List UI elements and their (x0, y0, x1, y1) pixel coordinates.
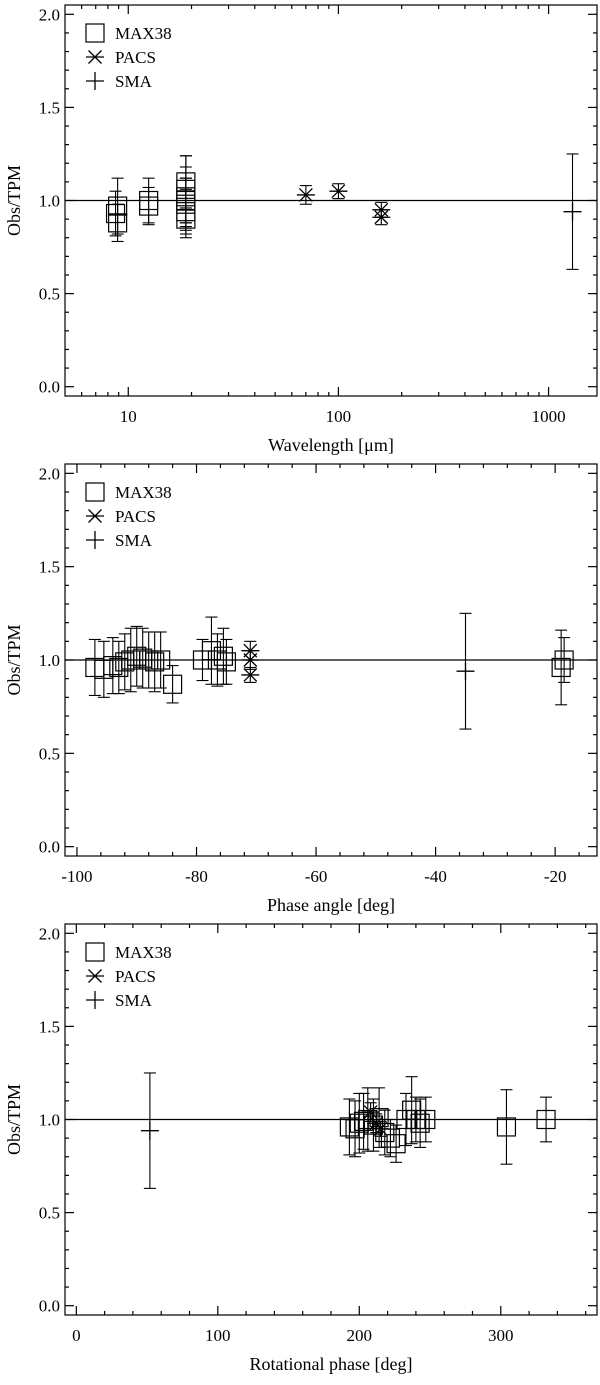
y-axis-label: Obs/TPM (4, 165, 24, 236)
x-tick-label: 100 (326, 407, 352, 426)
x-axis-label: Wavelength [μm] (268, 435, 394, 455)
y-tick-label: 0.0 (39, 378, 60, 397)
data-point-max38 (363, 1115, 384, 1135)
series-max38 (105, 155, 196, 243)
series-pacs (296, 183, 391, 226)
data-point-max38 (139, 650, 159, 670)
data-point-max38 (551, 657, 571, 678)
data-point-max38 (139, 190, 159, 211)
series-max38 (85, 616, 574, 706)
legend-marker-pacs (86, 969, 104, 983)
x-tick-label: -20 (544, 867, 567, 886)
data-point-max38 (216, 652, 236, 672)
data-point-max38 (162, 674, 183, 694)
legend-label-max38: MAX38 (115, 24, 172, 43)
y-tick-label: 2.0 (39, 464, 60, 483)
y-tick-label: 0.0 (39, 838, 60, 857)
data-point-max38 (213, 646, 234, 666)
legend: MAX38 PACS SMA (85, 23, 172, 91)
data-point-max38 (380, 1128, 401, 1148)
x-tick-label: -80 (185, 867, 208, 886)
series-pacs (361, 1102, 390, 1137)
series-sma (456, 612, 475, 730)
x-tick-label: 1000 (532, 407, 566, 426)
y-tick-label: 1.0 (39, 192, 60, 211)
data-point-max38 (406, 1109, 426, 1130)
y-tick-label: 1.5 (39, 558, 60, 577)
legend-label-max38: MAX38 (115, 943, 172, 962)
data-point-max38 (105, 203, 126, 224)
x-tick-label: 10 (120, 407, 137, 426)
data-point-max38 (554, 650, 574, 670)
y-tick-label: 1.5 (39, 98, 60, 117)
legend: MAX38 PACS SMA (85, 942, 172, 1010)
series-sma (563, 153, 582, 270)
legend-label-sma: SMA (115, 531, 153, 550)
legend-label-pacs: PACS (115, 967, 156, 986)
series-sma (140, 1072, 159, 1189)
data-point-sma (456, 662, 475, 681)
data-point-max38 (410, 1113, 430, 1133)
chart-panel-2: 0.0 0.5 1.0 1.5 2.0 -100 -80 -60 -40 -20 Phase ang… (4, 463, 598, 915)
data-point-max38 (108, 196, 128, 216)
data-point-pacs (329, 184, 348, 199)
y-axis-label: Obs/TPM (4, 1084, 24, 1155)
y-tick-label: 0.5 (39, 744, 60, 763)
data-point-max38 (386, 1134, 406, 1154)
chart-panel-3: 0.0 0.5 1.0 1.5 2.0 0 100 200 300 Rotational phas… (4, 923, 598, 1374)
data-point-max38 (176, 190, 196, 211)
data-point-max38 (151, 650, 171, 670)
data-point-pacs (361, 1105, 380, 1120)
series-pacs (241, 640, 260, 683)
chart-panel-1: 0.0 0.5 1.0 1.5 2.0 10 100 1000 Wavelength [μm] O… (4, 4, 598, 455)
x-axis-label: Rotational phase [deg] (250, 1354, 413, 1374)
data-point-pacs (371, 1121, 390, 1136)
data-point-pacs (241, 653, 260, 667)
legend-label-sma: SMA (115, 991, 153, 1010)
x-tick-label: 200 (347, 1326, 373, 1345)
data-point-sma (563, 202, 582, 221)
legend-marker-pacs (86, 509, 104, 523)
y-tick-label: 1.5 (39, 1017, 60, 1036)
data-point-pacs (296, 187, 315, 202)
y-axis-label: Obs/TPM (4, 624, 24, 695)
x-tick-label: -60 (305, 867, 328, 886)
y-tick-label: 0.0 (39, 1297, 60, 1316)
legend: MAX38 PACS SMA (85, 482, 172, 550)
data-point-pacs (372, 202, 391, 217)
legend-marker-pacs (86, 50, 104, 64)
x-tick-label: -40 (424, 867, 447, 886)
legend-marker-max38 (85, 942, 105, 962)
x-axis-label: Phase angle [deg] (267, 895, 395, 915)
data-point-max38 (416, 1109, 436, 1130)
data-point-max38 (109, 657, 129, 678)
y-tick-label: 2.0 (39, 5, 60, 24)
y-tick-label: 0.5 (39, 1204, 60, 1223)
legend-marker-max38 (85, 482, 105, 502)
x-tick-label: 300 (488, 1326, 514, 1345)
legend-label-pacs: PACS (115, 48, 156, 67)
y-tick-label: 1.0 (39, 1111, 60, 1130)
data-point-pacs (241, 667, 260, 682)
data-point-max38 (496, 1117, 517, 1137)
y-tick-label: 2.0 (39, 924, 60, 943)
x-tick-label: 100 (205, 1326, 231, 1345)
data-point-max38 (145, 652, 165, 672)
legend-marker-sma (86, 531, 104, 549)
x-tick-label: 0 (72, 1326, 81, 1345)
y-tick-label: 1.0 (39, 651, 60, 670)
legend-marker-sma (86, 72, 104, 90)
legend-label-max38: MAX38 (115, 483, 172, 502)
legend-label-pacs: PACS (115, 507, 156, 526)
data-point-sma (140, 1121, 159, 1140)
series-max38 (339, 1076, 556, 1165)
legend-marker-sma (86, 991, 104, 1009)
x-tick-label: -100 (61, 867, 92, 886)
data-point-max38 (536, 1109, 556, 1130)
legend-label-sma: SMA (115, 72, 153, 91)
y-tick-label: 0.5 (39, 285, 60, 304)
legend-marker-max38 (85, 23, 105, 43)
